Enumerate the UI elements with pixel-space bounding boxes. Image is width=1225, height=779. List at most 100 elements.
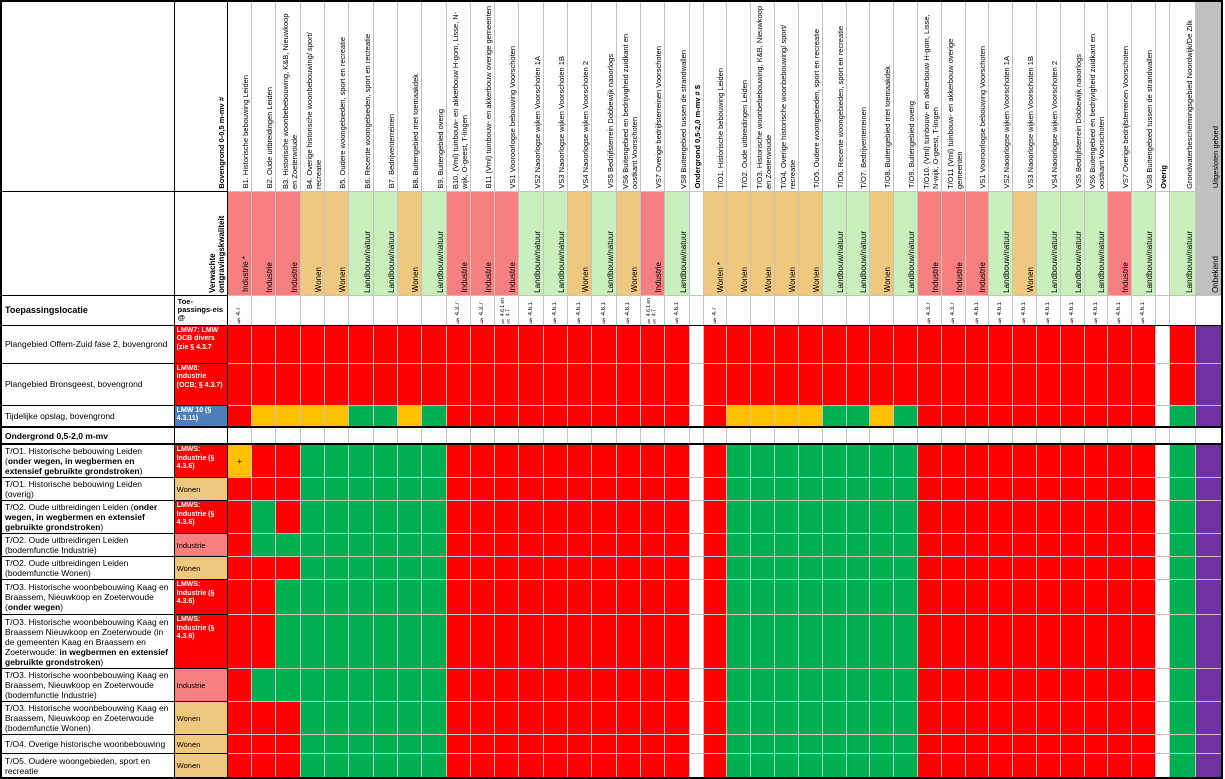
- grondwater-cell: [1169, 701, 1197, 736]
- matrix-cell: [348, 753, 374, 779]
- matrix-cell: [726, 324, 752, 364]
- matrix-cell: [964, 533, 990, 558]
- matrix-cell: [275, 404, 301, 428]
- separator-quality-cell: [1155, 190, 1171, 296]
- section-matrix-cell: [226, 426, 253, 446]
- matrix-cell: [821, 477, 847, 502]
- matrix-cell: [445, 324, 471, 364]
- separator-cell: [688, 362, 704, 406]
- matrix-cell: [299, 579, 325, 616]
- quality-label: Wonen: [764, 267, 774, 293]
- matrix-cell: [494, 500, 520, 535]
- matrix-cell: [1131, 556, 1157, 581]
- matrix-cell: [821, 579, 847, 616]
- matrix-cell: [421, 556, 447, 581]
- matrix-cell: [469, 614, 496, 670]
- toepassingseis-cell: § 4.7: [226, 294, 253, 326]
- matrix-cell: [869, 579, 895, 616]
- matrix-cell: [940, 668, 966, 703]
- matrix-cell: [750, 579, 776, 616]
- matrix-cell: [567, 404, 593, 428]
- quality-cell: Wonen: [750, 190, 776, 296]
- zone-column-header: VS4 Naoorlogse wijken Voorschoten 2: [1036, 0, 1061, 192]
- matrix-cell: [774, 362, 799, 406]
- matrix-cell: [1012, 362, 1038, 406]
- zone-column-label: VS1 Vooroorlogse bebouwing Voorschoten: [978, 45, 988, 189]
- zone-column-label: VS7 Overige bedrijfsterreinen Voorschote…: [654, 46, 664, 189]
- matrix-cell: [323, 753, 350, 779]
- matrix-cell: [869, 500, 895, 535]
- matrix-cell: [518, 477, 544, 502]
- matrix-cell: [726, 404, 752, 428]
- matrix-cell: [275, 443, 301, 479]
- separator-cell: [1155, 477, 1171, 502]
- matrix-cell: [774, 556, 799, 581]
- separator-cell: [688, 614, 704, 670]
- matrix-cell: [299, 477, 325, 502]
- matrix-cell: [591, 324, 617, 364]
- section-matrix-cell: [940, 426, 966, 446]
- matrix-cell: [251, 734, 277, 755]
- separator-cell: [688, 579, 704, 616]
- matrix-cell: [916, 734, 942, 755]
- matrix-cell: [869, 753, 895, 779]
- matrix-cell: [615, 533, 642, 558]
- matrix-cell: [299, 734, 325, 755]
- matrix-cell: [494, 443, 520, 479]
- matrix-cell: [1059, 701, 1085, 736]
- paragraaf-label: § 4.6.1: [1068, 301, 1075, 323]
- row-eis-cell: LMW8: Industrie (OCB; § 4.3.7): [173, 362, 228, 406]
- matrix-cell: [323, 579, 350, 616]
- matrix-cell: [702, 753, 728, 779]
- zone-column-header: VS1 Vooroorlogse bebouwing Voorschoten: [964, 0, 990, 192]
- section-matrix-cell: [1155, 426, 1171, 446]
- matrix-cell: [445, 668, 471, 703]
- matrix-cell: [1131, 404, 1157, 428]
- matrix-cell: [591, 701, 617, 736]
- quality-label: Wonen: [581, 267, 591, 293]
- matrix-cell: [542, 701, 569, 736]
- separator-cell: [688, 533, 704, 558]
- matrix-cell: [1012, 477, 1038, 502]
- matrix-cell: [964, 753, 990, 779]
- matrix-cell: [299, 701, 325, 736]
- uitgesloten-cell: [1195, 701, 1223, 736]
- separator-column-header: Overig: [1155, 0, 1171, 192]
- zone-column-header: VS3 Naoorlogse wijken Voorschoten 1B: [542, 0, 569, 192]
- quality-cell: Industrie *: [226, 190, 253, 296]
- matrix-cell: [1036, 614, 1061, 670]
- matrix-cell: [726, 579, 752, 616]
- matrix-cell: [372, 324, 398, 364]
- quality-cell: Landbouw/natuur: [845, 190, 871, 296]
- matrix-cell: [1131, 734, 1157, 755]
- zone-column-label: VS6 Buitengebied en bedrijvigheid zuidka…: [621, 33, 640, 189]
- matrix-body: Plangebied Offem-Zuid fase 2, bovengrond…: [0, 324, 1223, 779]
- zone-column-header: T/O9. Buitengebied overig: [893, 0, 918, 192]
- matrix-cell: [1012, 753, 1038, 779]
- matrix-cell: [1107, 324, 1133, 364]
- paragraaf-label: § 4.6.1: [600, 301, 607, 323]
- zone-column-label: T/O11 (Vml) tuinbouw- en akkerbouw overi…: [945, 38, 964, 189]
- section-matrix-cell: [518, 426, 544, 446]
- matrix-cell: [988, 477, 1014, 502]
- matrix-cell: [372, 556, 398, 581]
- zone-column-header: T/O2. Oude uitbreidingen Leiden: [726, 0, 752, 192]
- row-label: T/O5. Oudere woongebieden, sport en recr…: [0, 753, 175, 779]
- matrix-cell: [469, 668, 496, 703]
- zone-column-label: B5. Oudere woongebieden, sport en recrea…: [338, 36, 348, 189]
- matrix-cell: [845, 614, 871, 670]
- matrix-cell: [797, 324, 823, 364]
- quality-cell: Wonen: [797, 190, 823, 296]
- toepassingseis-cell: § 4.6.1 en § 4.7: [494, 294, 520, 326]
- quality-cell: Landbouw/natuur: [1131, 190, 1157, 296]
- matrix-cell: [869, 701, 895, 736]
- matrix-cell: [750, 753, 776, 779]
- zone-column-label: T/O10. (Vml) tuinbouw- en akkerbouw H-go…: [921, 13, 940, 189]
- section-matrix-cell: [567, 426, 593, 446]
- quality-label: Landbouw/natuur: [1049, 230, 1059, 293]
- matrix-cell: [726, 734, 752, 755]
- matrix-cell: [275, 753, 301, 779]
- matrix-cell: [702, 533, 728, 558]
- quality-cell: Industrie: [1107, 190, 1133, 296]
- quality-label: Industrie: [1121, 261, 1131, 293]
